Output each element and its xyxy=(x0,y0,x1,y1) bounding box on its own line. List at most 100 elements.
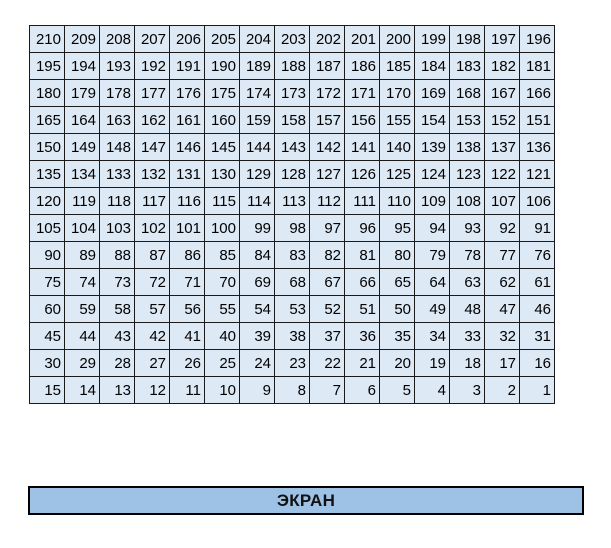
seat-cell[interactable]: 202 xyxy=(309,25,345,53)
seat-cell[interactable]: 177 xyxy=(134,79,170,107)
seat-cell[interactable]: 137 xyxy=(484,133,520,161)
seat-cell[interactable]: 23 xyxy=(274,349,310,377)
seat-cell[interactable]: 186 xyxy=(344,52,380,80)
seat-cell[interactable]: 132 xyxy=(134,160,170,188)
seat-cell[interactable]: 171 xyxy=(344,79,380,107)
seat-cell[interactable]: 151 xyxy=(519,106,555,134)
seat-cell[interactable]: 179 xyxy=(64,79,100,107)
seat-cell[interactable]: 29 xyxy=(64,349,100,377)
seat-cell[interactable]: 27 xyxy=(134,349,170,377)
seat-cell[interactable]: 164 xyxy=(64,106,100,134)
seat-cell[interactable]: 138 xyxy=(449,133,485,161)
seat-cell[interactable]: 65 xyxy=(379,268,415,296)
seat-cell[interactable]: 38 xyxy=(274,322,310,350)
seat-cell[interactable]: 85 xyxy=(204,241,240,269)
seat-cell[interactable]: 189 xyxy=(239,52,275,80)
seat-cell[interactable]: 204 xyxy=(239,25,275,53)
seat-cell[interactable]: 10 xyxy=(204,376,240,404)
seat-cell[interactable]: 91 xyxy=(519,214,555,242)
seat-cell[interactable]: 133 xyxy=(99,160,135,188)
seat-cell[interactable]: 116 xyxy=(169,187,205,215)
seat-cell[interactable]: 80 xyxy=(379,241,415,269)
seat-cell[interactable]: 51 xyxy=(344,295,380,323)
seat-cell[interactable]: 48 xyxy=(449,295,485,323)
seat-cell[interactable]: 20 xyxy=(379,349,415,377)
seat-cell[interactable]: 105 xyxy=(29,214,65,242)
seat-cell[interactable]: 152 xyxy=(484,106,520,134)
seat-cell[interactable]: 76 xyxy=(519,241,555,269)
seat-cell[interactable]: 61 xyxy=(519,268,555,296)
seat-cell[interactable]: 120 xyxy=(29,187,65,215)
seat-cell[interactable]: 3 xyxy=(449,376,485,404)
seat-cell[interactable]: 123 xyxy=(449,160,485,188)
seat-cell[interactable]: 112 xyxy=(309,187,345,215)
seat-cell[interactable]: 195 xyxy=(29,52,65,80)
seat-cell[interactable]: 2 xyxy=(484,376,520,404)
seat-cell[interactable]: 145 xyxy=(204,133,240,161)
seat-cell[interactable]: 88 xyxy=(99,241,135,269)
seat-cell[interactable]: 79 xyxy=(414,241,450,269)
seat-cell[interactable]: 199 xyxy=(414,25,450,53)
seat-cell[interactable]: 153 xyxy=(449,106,485,134)
seat-cell[interactable]: 187 xyxy=(309,52,345,80)
seat-cell[interactable]: 128 xyxy=(274,160,310,188)
seat-cell[interactable]: 167 xyxy=(484,79,520,107)
seat-cell[interactable]: 94 xyxy=(414,214,450,242)
seat-cell[interactable]: 32 xyxy=(484,322,520,350)
seat-cell[interactable]: 71 xyxy=(169,268,205,296)
seat-cell[interactable]: 73 xyxy=(99,268,135,296)
seat-cell[interactable]: 12 xyxy=(134,376,170,404)
seat-cell[interactable]: 83 xyxy=(274,241,310,269)
seat-cell[interactable]: 103 xyxy=(99,214,135,242)
seat-cell[interactable]: 144 xyxy=(239,133,275,161)
seat-cell[interactable]: 89 xyxy=(64,241,100,269)
seat-cell[interactable]: 158 xyxy=(274,106,310,134)
seat-cell[interactable]: 82 xyxy=(309,241,345,269)
seat-cell[interactable]: 197 xyxy=(484,25,520,53)
seat-cell[interactable]: 101 xyxy=(169,214,205,242)
seat-cell[interactable]: 142 xyxy=(309,133,345,161)
seat-cell[interactable]: 192 xyxy=(134,52,170,80)
seat-cell[interactable]: 26 xyxy=(169,349,205,377)
seat-cell[interactable]: 162 xyxy=(134,106,170,134)
seat-cell[interactable]: 210 xyxy=(29,25,65,53)
seat-cell[interactable]: 93 xyxy=(449,214,485,242)
seat-cell[interactable]: 17 xyxy=(484,349,520,377)
seat-cell[interactable]: 108 xyxy=(449,187,485,215)
seat-cell[interactable]: 19 xyxy=(414,349,450,377)
seat-cell[interactable]: 182 xyxy=(484,52,520,80)
seat-cell[interactable]: 201 xyxy=(344,25,380,53)
seat-cell[interactable]: 102 xyxy=(134,214,170,242)
seat-cell[interactable]: 55 xyxy=(204,295,240,323)
seat-cell[interactable]: 40 xyxy=(204,322,240,350)
seat-cell[interactable]: 183 xyxy=(449,52,485,80)
seat-cell[interactable]: 5 xyxy=(379,376,415,404)
seat-cell[interactable]: 28 xyxy=(99,349,135,377)
seat-cell[interactable]: 69 xyxy=(239,268,275,296)
seat-cell[interactable]: 193 xyxy=(99,52,135,80)
seat-cell[interactable]: 42 xyxy=(134,322,170,350)
seat-cell[interactable]: 4 xyxy=(414,376,450,404)
seat-cell[interactable]: 160 xyxy=(204,106,240,134)
seat-cell[interactable]: 58 xyxy=(99,295,135,323)
seat-cell[interactable]: 180 xyxy=(29,79,65,107)
seat-cell[interactable]: 140 xyxy=(379,133,415,161)
seat-cell[interactable]: 149 xyxy=(64,133,100,161)
seat-cell[interactable]: 161 xyxy=(169,106,205,134)
seat-cell[interactable]: 75 xyxy=(29,268,65,296)
seat-cell[interactable]: 147 xyxy=(134,133,170,161)
seat-cell[interactable]: 178 xyxy=(99,79,135,107)
seat-cell[interactable]: 1 xyxy=(519,376,555,404)
seat-cell[interactable]: 60 xyxy=(29,295,65,323)
seat-cell[interactable]: 163 xyxy=(99,106,135,134)
seat-cell[interactable]: 35 xyxy=(379,322,415,350)
seat-cell[interactable]: 170 xyxy=(379,79,415,107)
seat-cell[interactable]: 21 xyxy=(344,349,380,377)
seat-cell[interactable]: 87 xyxy=(134,241,170,269)
seat-cell[interactable]: 44 xyxy=(64,322,100,350)
seat-cell[interactable]: 90 xyxy=(29,241,65,269)
seat-cell[interactable]: 30 xyxy=(29,349,65,377)
seat-cell[interactable]: 168 xyxy=(449,79,485,107)
seat-cell[interactable]: 196 xyxy=(519,25,555,53)
seat-cell[interactable]: 185 xyxy=(379,52,415,80)
